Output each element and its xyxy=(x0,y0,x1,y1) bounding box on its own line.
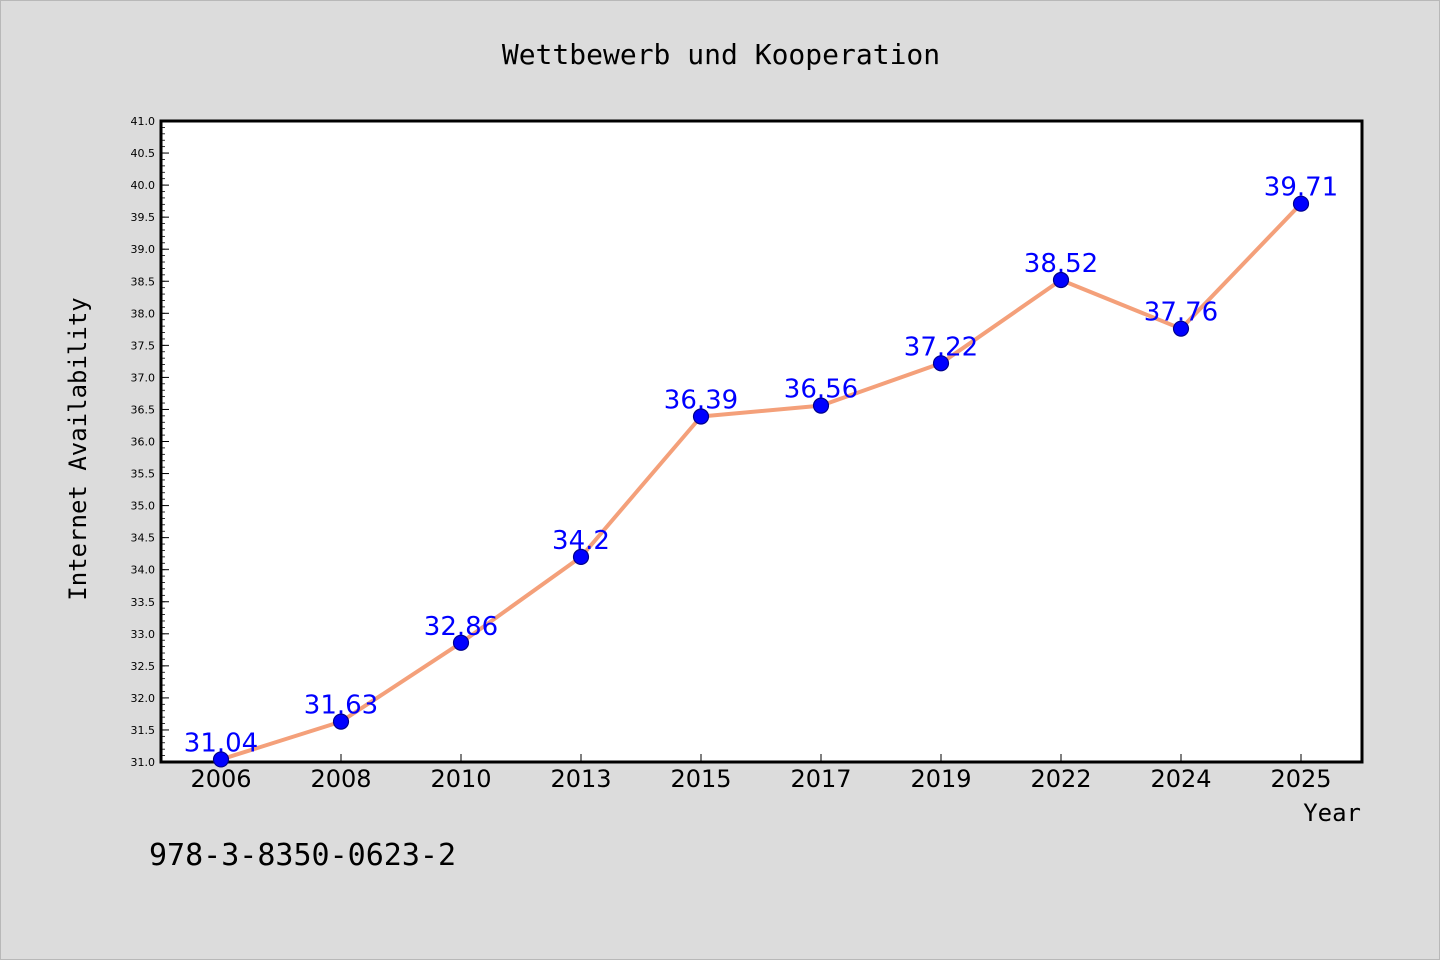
y-tick-label: 36.5 xyxy=(131,403,156,416)
y-tick-label: 40.0 xyxy=(131,179,156,192)
data-point xyxy=(812,397,830,414)
y-tick-label: 39.5 xyxy=(131,211,156,224)
y-tick-label: 37.5 xyxy=(131,339,156,352)
x-tick-label: 2019 xyxy=(910,765,971,793)
series-line xyxy=(219,201,1303,762)
y-tick-label: 36.0 xyxy=(131,436,156,449)
x-tick-label: 2008 xyxy=(310,765,371,793)
y-tick-label: 38.5 xyxy=(131,275,156,288)
y-tick-label: 32.0 xyxy=(131,692,156,705)
data-label: 39.71 xyxy=(1264,173,1338,203)
data-label: 32.86 xyxy=(424,612,498,642)
data-label: 34.2 xyxy=(552,526,610,556)
y-tick-label: 33.0 xyxy=(131,628,156,641)
data-label: 31.63 xyxy=(304,691,378,721)
data-point xyxy=(1172,320,1190,337)
y-tick-label: 37.0 xyxy=(131,371,156,384)
x-tick-label: 2015 xyxy=(670,765,731,793)
y-tick-label: 33.5 xyxy=(131,596,156,609)
plot-area xyxy=(159,119,1364,764)
series-layer xyxy=(212,195,1310,768)
y-tick-label: 34.0 xyxy=(131,564,156,577)
data-label: 36.56 xyxy=(784,375,858,405)
x-tick-label: 2022 xyxy=(1030,765,1091,793)
x-axis: 2006 2008 2010 2013 2015 2017 2019 2022 2024 2025 xyxy=(190,754,1332,793)
x-tick-label: 2010 xyxy=(430,765,491,793)
x-axis-label: Year xyxy=(1303,799,1361,827)
y-tick-label: 35.5 xyxy=(131,468,156,481)
data-label: 36.39 xyxy=(664,386,738,416)
y-tick-label: 35.0 xyxy=(131,500,156,513)
x-tick-label: 2006 xyxy=(190,765,251,793)
data-label: 38.52 xyxy=(1024,249,1098,279)
chart-title: Wettbewerb und Kooperation xyxy=(502,38,940,71)
data-point xyxy=(1292,195,1310,212)
data-point xyxy=(332,713,350,730)
data-label: 31.04 xyxy=(184,728,258,758)
data-point xyxy=(692,408,710,425)
data-label-layer: 31.04 31.63 32.86 34.2 36.39 36.56 37.22 38.52 3… xyxy=(184,173,1338,759)
y-tick-label: 34.5 xyxy=(131,532,156,545)
data-point xyxy=(452,634,470,651)
data-label: 37.22 xyxy=(904,332,978,362)
footer-code: 978-3-8350-0623-2 xyxy=(149,838,456,873)
x-tick-label: 2024 xyxy=(1150,765,1211,793)
y-tick-label: 31.5 xyxy=(131,724,156,737)
data-point xyxy=(212,751,230,768)
y-tick-label: 38.0 xyxy=(131,307,156,320)
data-point xyxy=(932,355,950,372)
data-point xyxy=(572,548,590,565)
data-point xyxy=(1052,271,1070,289)
data-label: 37.76 xyxy=(1144,298,1218,328)
x-tick-label: 2013 xyxy=(550,765,611,793)
y-tick-label: 32.5 xyxy=(131,660,156,673)
x-tick-label: 2017 xyxy=(790,765,851,793)
y-axis: 31.0 31.5 32.0 32.5 33.0 33.5 34.0 34.5 35.0 35.5… xyxy=(131,115,169,769)
y-tick-label: 41.0 xyxy=(131,115,156,128)
y-tick-label: 31.0 xyxy=(131,756,156,769)
y-tick-label: 40.5 xyxy=(131,147,156,160)
y-tick-label: 39.0 xyxy=(131,243,156,256)
y-axis-label: Internet Availability xyxy=(64,297,92,600)
x-tick-label: 2025 xyxy=(1270,765,1331,793)
